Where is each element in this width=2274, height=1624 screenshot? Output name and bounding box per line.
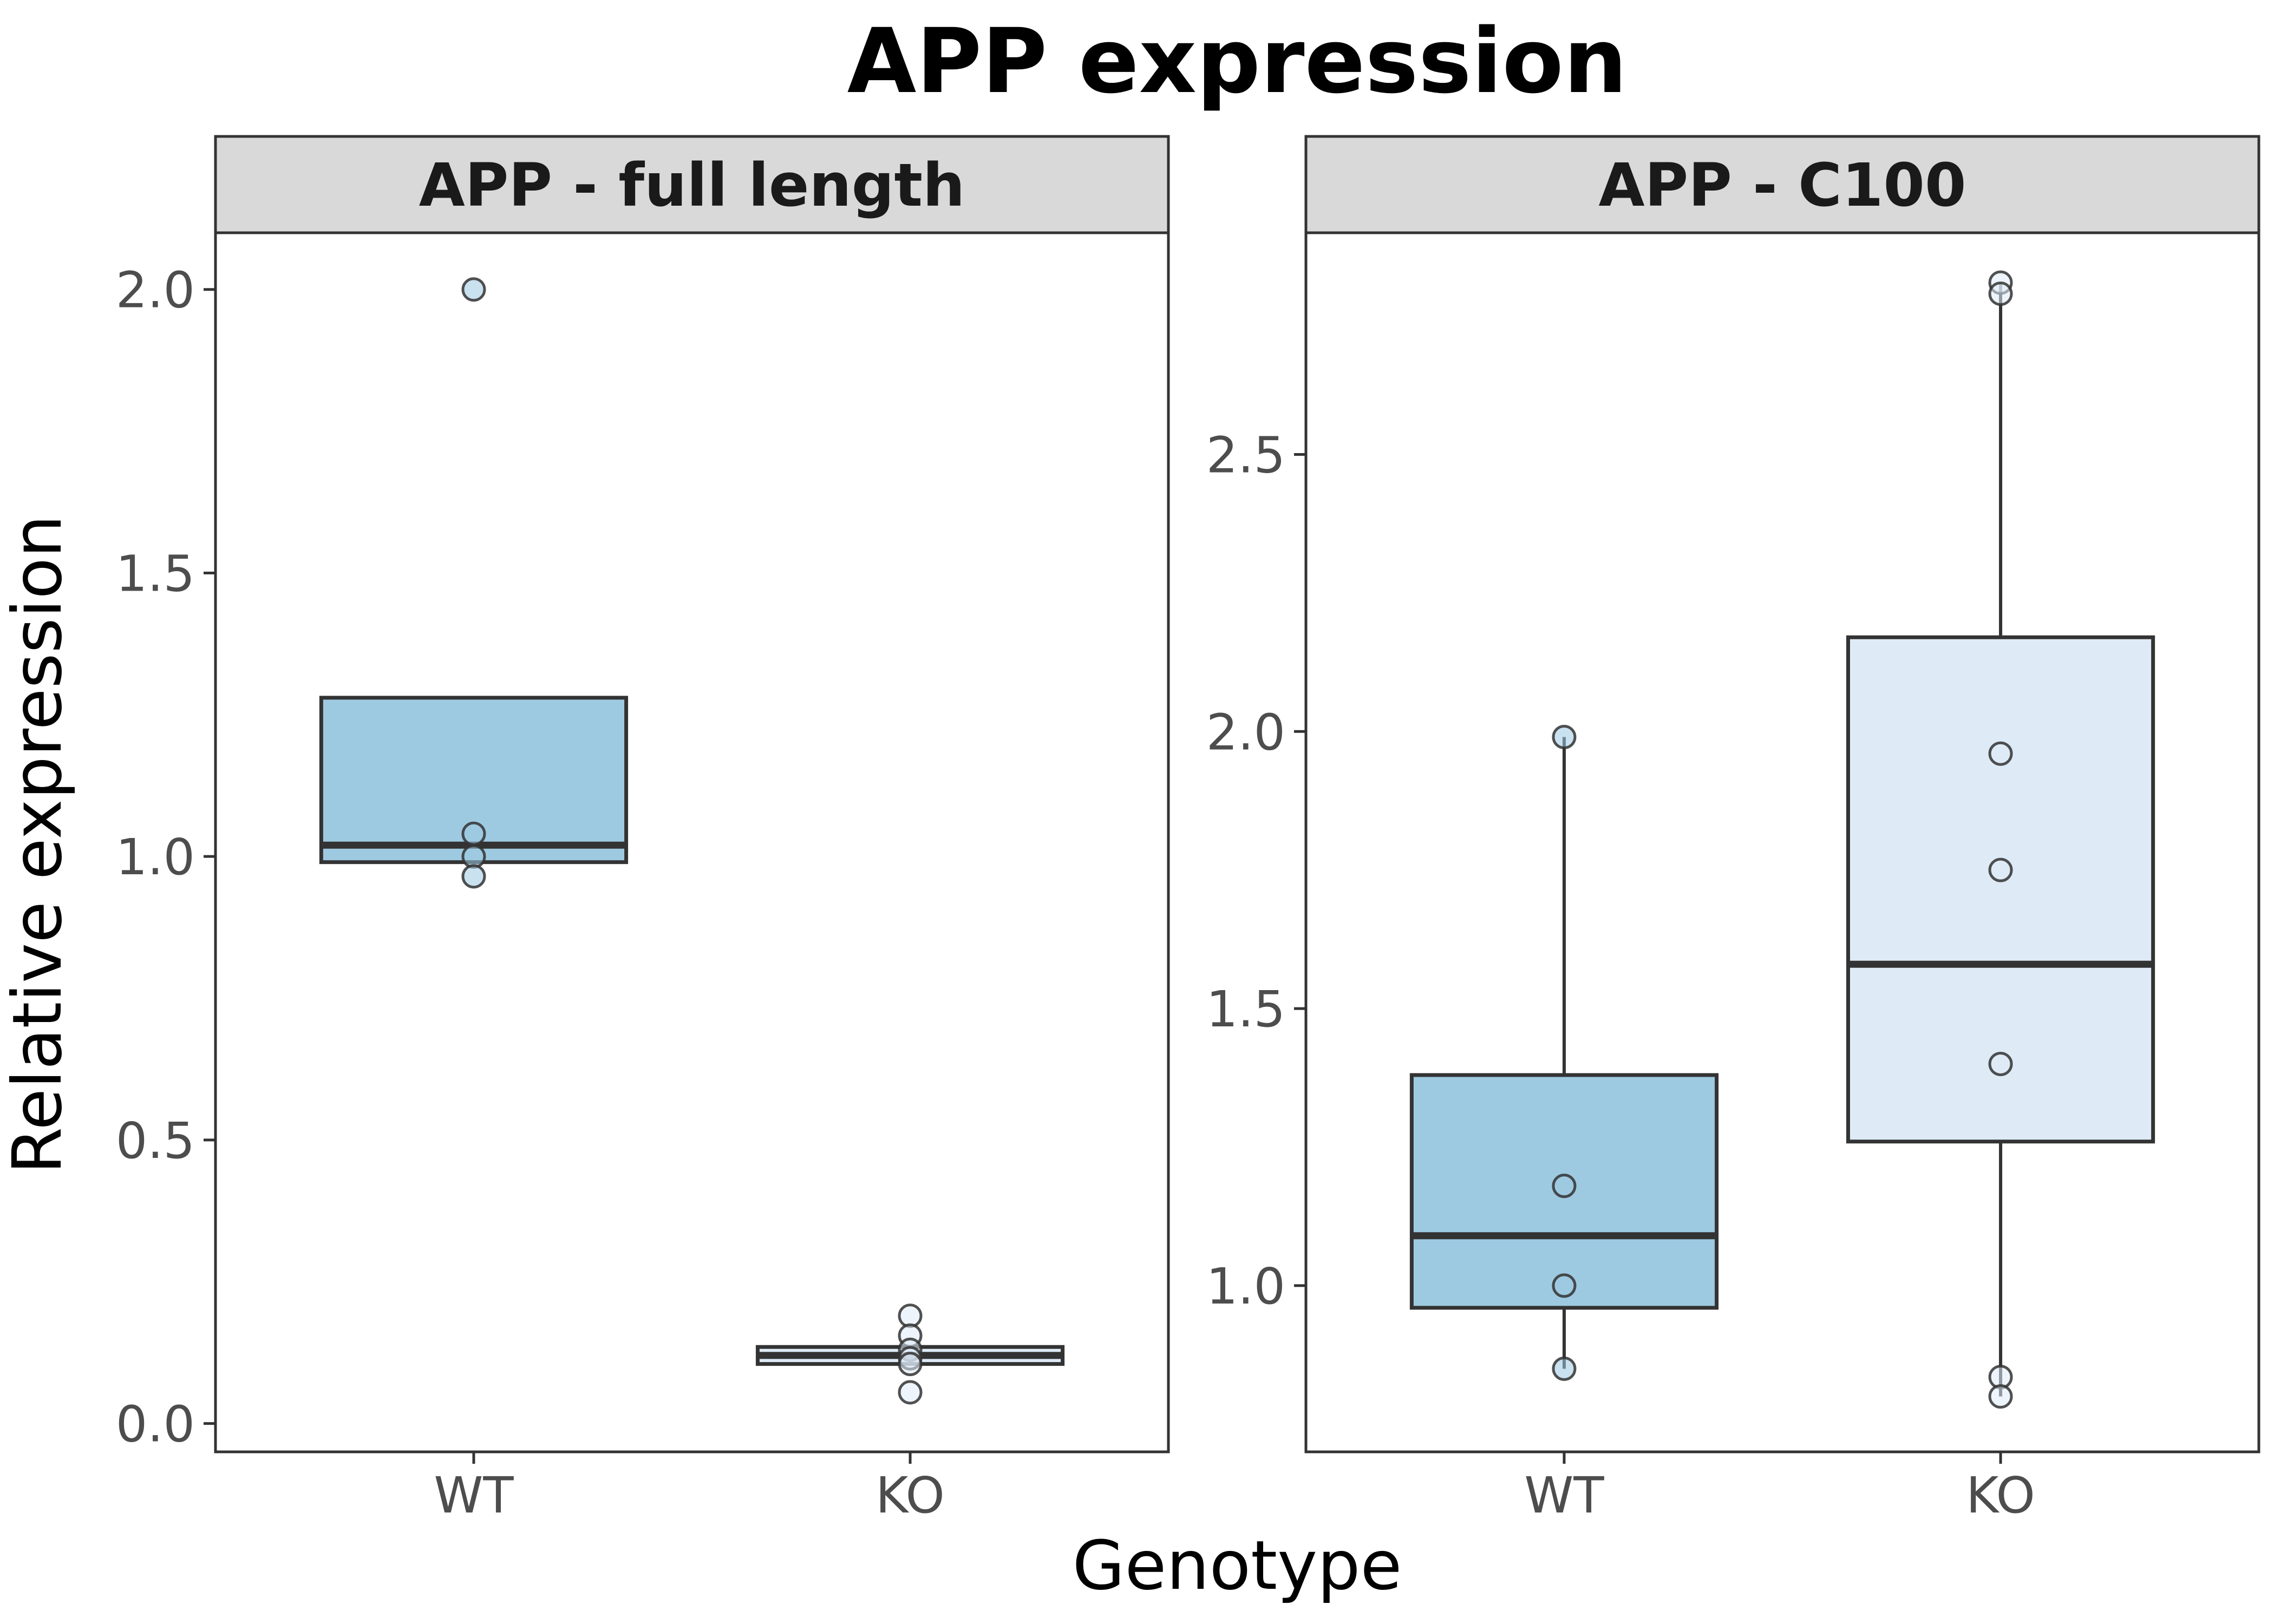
data-point [461, 821, 486, 846]
data-point [1552, 1174, 1577, 1199]
data-point [1988, 1051, 2013, 1076]
data-point [1988, 857, 2013, 882]
box-ko [1846, 270, 2155, 1409]
y-tick-label: 2.0 [116, 261, 195, 319]
data-point [461, 844, 486, 869]
data-point [1988, 1384, 2013, 1409]
panel-strip-title: APP - full length [419, 150, 965, 220]
x-axis-title: Genotype [1073, 1527, 1402, 1605]
panel-frame [214, 231, 1170, 1453]
y-tick-label: 2.0 [1206, 703, 1285, 761]
chart-title: APP expression [847, 9, 1628, 113]
y-axis-title: Relative expression [0, 515, 77, 1174]
panel-strip-title: APP - C100 [1599, 150, 1966, 220]
data-point [898, 1304, 923, 1328]
box-ko [755, 1304, 1065, 1405]
y-tick-label: 0.0 [116, 1396, 195, 1453]
data-point [461, 277, 486, 302]
box-wt [319, 277, 629, 889]
y-tick-label: 1.0 [116, 828, 195, 886]
x-tick-label: KO [875, 1466, 945, 1524]
panel-frame [1304, 231, 2260, 1453]
x-tick-label: WT [434, 1466, 514, 1524]
data-point [898, 1352, 923, 1377]
data-point [461, 864, 486, 889]
data-point [1552, 1356, 1577, 1381]
x-tick-label: KO [1966, 1466, 2035, 1524]
box-wt [1409, 725, 1719, 1381]
x-tick-label: WT [1524, 1466, 1604, 1524]
data-point [1988, 741, 2013, 766]
y-tick-label: 2.5 [1206, 426, 1285, 484]
data-point [1552, 725, 1577, 750]
data-point [898, 1380, 923, 1405]
panel-full-length: APP - full length 0.0 0.5 1.0 1.5 2.0 WT KO [116, 135, 1170, 1524]
data-point [1552, 1273, 1577, 1298]
data-point [1988, 281, 2013, 306]
y-tick-label: 1.0 [1206, 1258, 1285, 1315]
y-tick-label: 0.5 [116, 1112, 195, 1170]
y-tick-label: 1.5 [1206, 980, 1285, 1038]
y-tick-label: 1.5 [116, 545, 195, 603]
panel-c100: APP - C100 1.0 1.5 2.0 2.5 WT KO [1206, 135, 2260, 1524]
panel-strip [214, 135, 1170, 234]
